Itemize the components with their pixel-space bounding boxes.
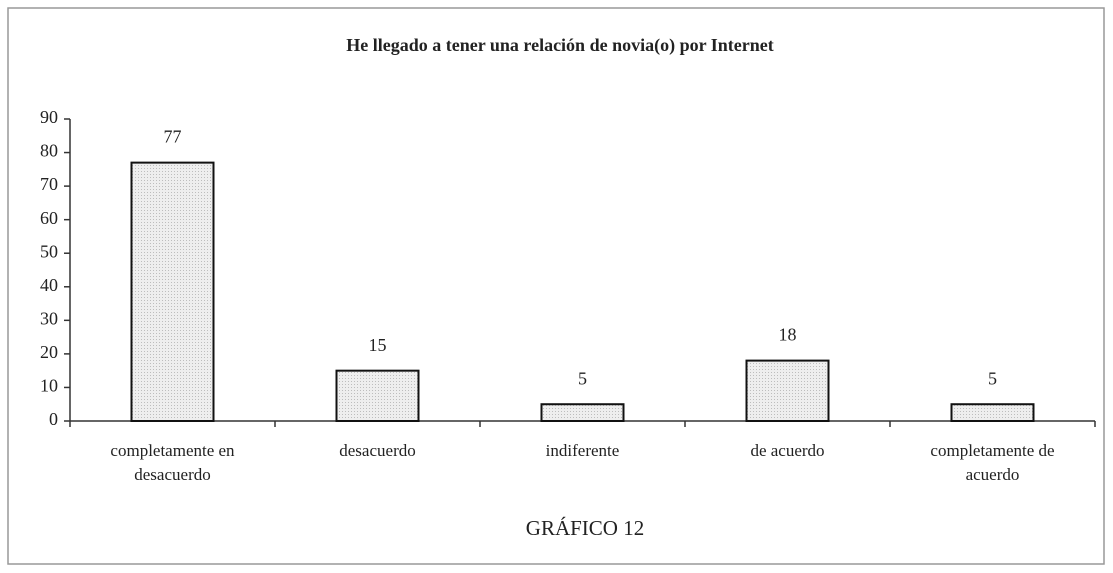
frame xyxy=(7,7,1105,565)
y-tick-label: 40 xyxy=(40,275,58,295)
caption: GRÁFICO 12 xyxy=(526,516,644,540)
y-tick-label: 20 xyxy=(40,342,58,362)
bar xyxy=(335,369,420,422)
y-tick-label: 50 xyxy=(40,241,58,261)
y-tick-label: 30 xyxy=(40,308,58,328)
value-label: 15 xyxy=(369,335,387,355)
x-tick-label: indiferente xyxy=(545,441,620,460)
y-tick-label: 0 xyxy=(49,409,58,429)
bar xyxy=(540,403,625,423)
value-label: 18 xyxy=(779,325,797,345)
y-tick-label: 80 xyxy=(40,141,58,161)
value-label: 77 xyxy=(164,127,182,147)
y-tick-label: 70 xyxy=(40,174,58,194)
bar xyxy=(745,359,830,423)
bar xyxy=(950,403,1035,423)
y-tick-label: 10 xyxy=(40,376,58,396)
x-tick-label: desacuerdo xyxy=(339,441,416,460)
y-tick-label: 60 xyxy=(40,208,58,228)
value-label: 5 xyxy=(578,368,587,388)
y-tick-label: 90 xyxy=(40,107,58,127)
value-label: 5 xyxy=(988,368,997,388)
x-tick-label: completamente de acuerdo xyxy=(930,441,1055,484)
x-tick-label: completamente en desacuerdo xyxy=(110,441,235,484)
chart-title: He llegado a tener una relación de novia… xyxy=(346,35,773,56)
bar xyxy=(130,161,215,422)
x-tick-label: de acuerdo xyxy=(750,441,825,460)
